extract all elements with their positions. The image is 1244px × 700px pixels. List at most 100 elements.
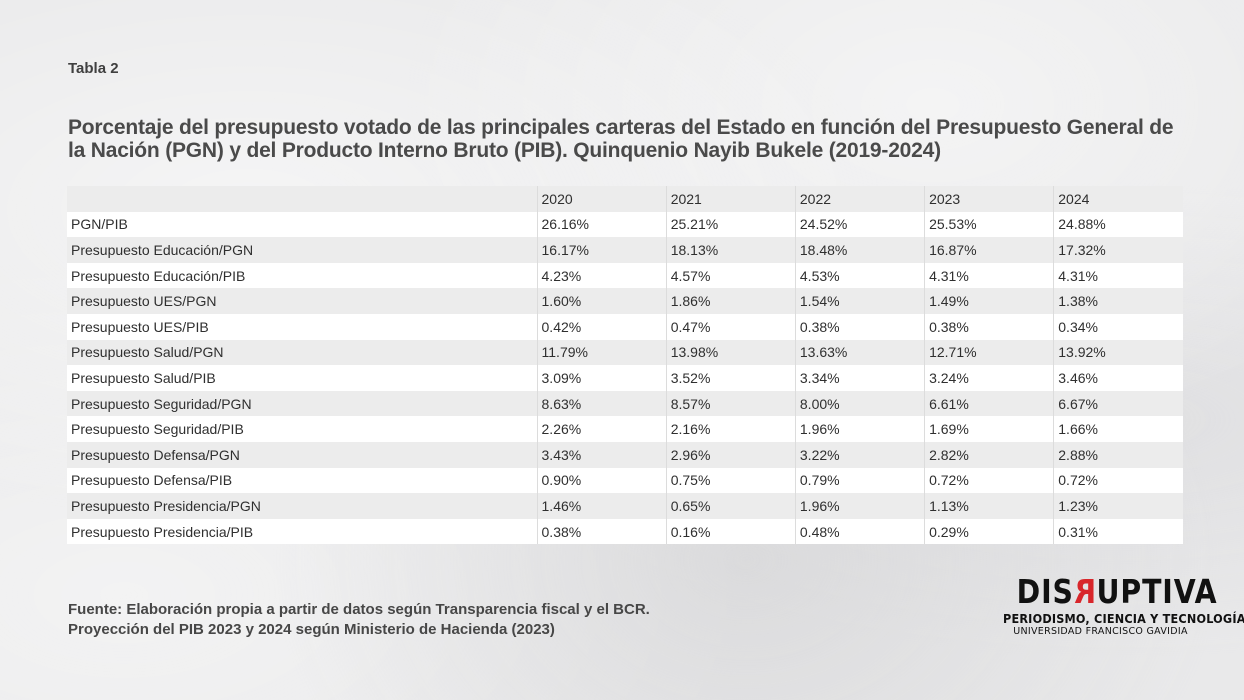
value-cell: 25.53% [924,211,1054,238]
table-row: Presupuesto Defensa/PGN 3.43% 2.96% 3.22% 2.… [67,441,1183,468]
value-cell: 1.96% [794,416,925,442]
value-cell: 16.17% [536,237,667,263]
row-label-cell: Presupuesto Presidencia/PGN [67,493,538,519]
value-cell: 8.57% [665,390,796,417]
table-row: Presupuesto UES/PIB 0.42% 0.47% 0.38% 0.38% 0… [67,313,1183,340]
row-label-cell: Presupuesto UES/PIB [67,313,538,340]
row-label-cell: Presupuesto Seguridad/PIB [67,416,538,442]
logo-red-letter: R [1073,572,1097,611]
value-cell: 3.52% [665,365,796,391]
logo-tagline: PERIODISMO, CIENCIA Y TECNOLOGÍA [1003,611,1244,626]
value-cell: 0.47% [665,313,796,340]
value-cell: 16.87% [924,237,1054,263]
table-header-row: 2020 2021 2022 2023 2024 [67,186,1183,212]
header-cell: 2024 [1053,186,1183,212]
value-cell: 17.32% [1053,237,1183,263]
table-row: Presupuesto Educación/PGN 16.17% 18.13% 18.… [67,237,1183,263]
table-row: Presupuesto Presidencia/PIB 0.38% 0.16% 0.4… [67,518,1183,545]
table-row: Presupuesto Seguridad/PIB 2.26% 2.16% 1.96%… [67,416,1183,442]
value-cell: 1.66% [1053,416,1183,442]
value-cell: 3.24% [924,365,1054,391]
value-cell: 0.75% [665,467,796,494]
value-cell: 13.92% [1053,339,1183,366]
table-row: PGN/PIB 26.16% 25.21% 24.52% 25.53% 24.88% [67,211,1183,238]
row-label-cell: Presupuesto Salud/PIB [67,365,538,391]
value-cell: 1.60% [536,288,667,314]
value-cell: 1.69% [924,416,1054,442]
row-label-cell: Presupuesto Educación/PIB [67,262,538,289]
table-row: Presupuesto Educación/PIB 4.23% 4.57% 4.53%… [67,262,1183,289]
value-cell: 4.23% [536,262,667,289]
value-cell: 18.48% [794,237,925,263]
value-cell: 26.16% [536,211,667,238]
table-row: Presupuesto UES/PGN 1.60% 1.86% 1.54% 1.49% 1… [67,288,1183,314]
row-label-cell: Presupuesto UES/PGN [67,288,538,314]
logo-word-end: UPTIVA [1096,572,1218,611]
value-cell: 8.00% [794,390,925,417]
value-cell: 24.52% [794,211,925,238]
value-cell: 6.67% [1053,390,1183,417]
value-cell: 0.72% [924,467,1054,494]
header-cell: 2020 [536,186,667,212]
row-label-cell: Presupuesto Educación/PGN [67,237,538,263]
value-cell: 0.65% [665,493,796,519]
value-cell: 25.21% [665,211,796,238]
value-cell: 0.34% [1053,313,1183,340]
header-cell [67,186,538,212]
table-row: Presupuesto Seguridad/PGN 8.63% 8.57% 8.00%… [67,390,1183,417]
value-cell: 0.42% [536,313,667,340]
value-cell: 1.96% [794,493,925,519]
row-label-cell: PGN/PIB [67,211,538,238]
source-line: Fuente: Elaboración propia a partir de d… [68,601,650,618]
value-cell: 1.86% [665,288,796,314]
logo-word-start: DIS [1016,572,1074,611]
value-cell: 4.31% [924,262,1054,289]
value-cell: 1.38% [1053,288,1183,314]
value-cell: 0.38% [924,313,1054,340]
value-cell: 11.79% [536,339,667,366]
value-cell: 2.96% [665,441,796,468]
value-cell: 0.48% [794,518,925,545]
value-cell: 13.63% [794,339,925,366]
header-cell: 2021 [665,186,796,212]
value-cell: 3.34% [794,365,925,391]
value-cell: 0.79% [794,467,925,494]
value-cell: 4.53% [794,262,925,289]
value-cell: 1.13% [924,493,1054,519]
row-label-cell: Presupuesto Salud/PGN [67,339,538,366]
value-cell: 2.82% [924,441,1054,468]
value-cell: 0.29% [924,518,1054,545]
value-cell: 0.38% [794,313,925,340]
value-cell: 13.98% [665,339,796,366]
value-cell: 2.88% [1053,441,1183,468]
value-cell: 12.71% [924,339,1054,366]
value-cell: 3.22% [794,441,925,468]
table-row: Presupuesto Defensa/PIB 0.90% 0.75% 0.79% 0.… [67,467,1183,494]
projection-line: Proyección del PIB 2023 y 2024 según Min… [68,621,555,638]
data-table: 2020 2021 2022 2023 2024 PGN/PIB 26.16% 25.21% 2… [67,186,1183,545]
value-cell: 0.72% [1053,467,1183,494]
value-cell: 1.46% [536,493,667,519]
value-cell: 3.46% [1053,365,1183,391]
value-cell: 1.23% [1053,493,1183,519]
value-cell: 0.16% [665,518,796,545]
logo-institution: UNIVERSIDAD FRANCISCO GAVIDIA [1013,626,1188,637]
table-row: Presupuesto Presidencia/PGN 1.46% 0.65% 1.9… [67,493,1183,519]
table-label: Tabla 2 [68,60,119,77]
table-title: Porcentaje del presupuesto votado de las… [68,116,1174,162]
value-cell: 4.31% [1053,262,1183,289]
value-cell: 2.16% [665,416,796,442]
value-cell: 1.54% [794,288,925,314]
value-cell: 3.43% [536,441,667,468]
logo-wordmark: DISRUPTIVA [1016,572,1217,612]
row-label-cell: Presupuesto Presidencia/PIB [67,518,538,545]
value-cell: 6.61% [924,390,1054,417]
value-cell: 18.13% [665,237,796,263]
value-cell: 3.09% [536,365,667,391]
value-cell: 24.88% [1053,211,1183,238]
value-cell: 2.26% [536,416,667,442]
table-row: Presupuesto Salud/PIB 3.09% 3.52% 3.34% 3.24… [67,365,1183,391]
value-cell: 4.57% [665,262,796,289]
disruptiva-logo: DISRUPTIVA PERIODISMO, CIENCIA Y TECNOLO… [1003,572,1244,638]
value-cell: 0.38% [536,518,667,545]
